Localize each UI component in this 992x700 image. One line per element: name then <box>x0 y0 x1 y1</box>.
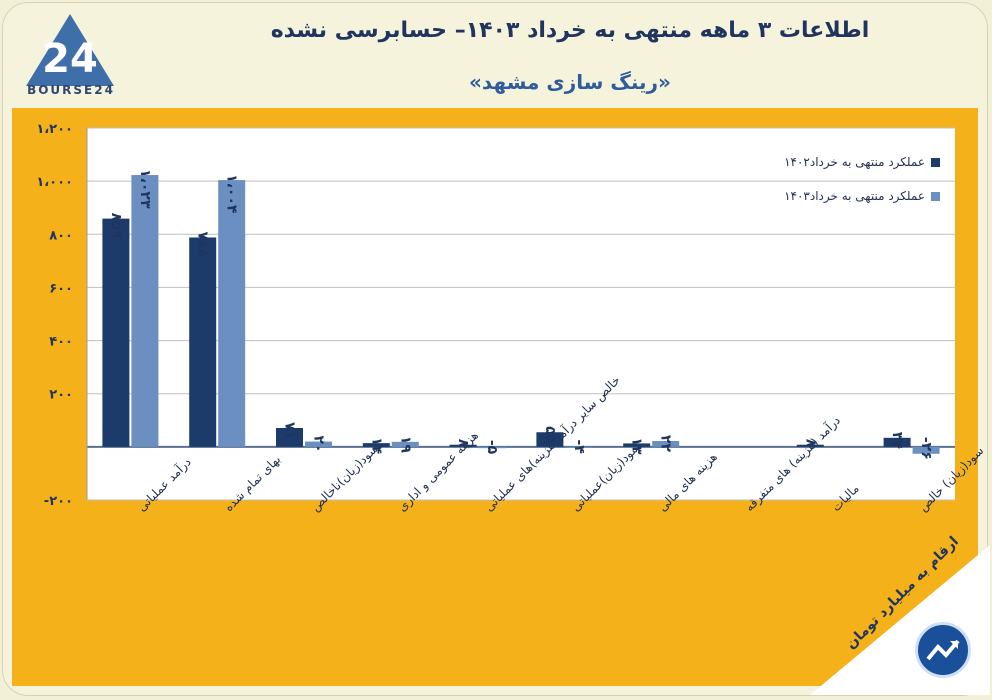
bar-1402 <box>536 432 564 447</box>
data-label: ۱،۰۲۳ <box>137 169 153 209</box>
y-tick-label: ۲۰۰ <box>49 388 73 403</box>
bar-1403 <box>391 441 419 447</box>
legend-label-1403: عملکرد منتهی به خرداد۱۴۰۳ <box>784 189 925 203</box>
bar-1402 <box>623 443 651 447</box>
data-label: ۸۵۹ <box>108 213 124 239</box>
logo-icon: 24 <box>26 14 114 86</box>
data-label: -۴ <box>571 440 587 455</box>
data-label: ۱۹ <box>397 436 413 454</box>
bar-1403 <box>652 441 680 447</box>
legend-item-1403: عملکرد منتهی به خرداد۱۴۰۳ <box>745 189 940 203</box>
data-label: -۲۶ <box>918 437 934 460</box>
category-label: بهای تمام شده <box>221 452 283 514</box>
category-label: درآمد (هزینه) های متفرقه <box>742 413 844 515</box>
bar-1402 <box>796 444 824 447</box>
data-label: ۸ <box>802 439 818 448</box>
data-label: ۱،۰۰۴ <box>224 174 240 214</box>
logo-text: BOURSE24 <box>27 83 115 97</box>
data-label: ۲۰ <box>311 436 327 453</box>
category-label: هزینه های مالی <box>655 450 720 515</box>
category-label: درآمد عملیاتی <box>134 454 195 515</box>
category-label: مالیات <box>829 481 862 514</box>
legend-label-1402: عملکرد منتهی به خرداد۱۴۰۲ <box>784 155 925 169</box>
bar-1403 <box>218 180 246 447</box>
data-label: ۵۵ <box>542 426 558 444</box>
data-label: -۵ <box>484 440 500 455</box>
data-label: ۷۸۸ <box>195 231 211 257</box>
bar-1402 <box>883 437 911 447</box>
bar-1402 <box>449 444 477 447</box>
y-tick-label: ۸۰۰ <box>49 228 73 243</box>
data-label: ۲۲ <box>658 435 674 453</box>
y-tick-label: ۱،۲۰۰ <box>36 122 73 137</box>
bar-1403 <box>478 446 506 449</box>
y-tick-label: ۶۰۰ <box>49 281 73 296</box>
logo-number: 24 <box>42 36 98 82</box>
growth-badge-icon <box>915 622 971 678</box>
page-title: اطلاعات ۳ ماهه منتهی به خرداد ۱۴۰۳– حساب… <box>270 18 870 43</box>
bar-1402 <box>276 427 303 447</box>
data-label: ۸ <box>455 439 471 448</box>
bar-1402 <box>102 218 130 447</box>
legend-swatch-1402 <box>931 157 940 167</box>
data-label: ۱۳ <box>629 437 645 455</box>
bar-1403 <box>305 441 332 447</box>
bar-1403 <box>565 446 593 448</box>
legend-swatch-1403 <box>931 191 940 201</box>
y-tick-label: -۲۰۰ <box>44 494 73 509</box>
legend-item-1402: عملکرد منتهی به خرداد۱۴۰۲ <box>745 155 940 169</box>
bar-1403 <box>131 175 159 447</box>
page-subtitle: «رینگ سازی مشهد» <box>469 70 671 94</box>
data-label: ۱۴ <box>368 437 384 455</box>
bar-1402 <box>189 237 217 447</box>
data-label: ۳۴ <box>889 432 905 450</box>
bar-1402 <box>362 443 390 447</box>
legend: عملکرد منتهی به خرداد۱۴۰۲ عملکرد منتهی ب… <box>745 155 940 223</box>
data-label: ۷۱ <box>282 422 298 439</box>
bar-1403 <box>912 446 940 454</box>
y-tick-label: ۱،۰۰۰ <box>36 175 73 190</box>
y-tick-label: ۴۰۰ <box>49 335 73 350</box>
